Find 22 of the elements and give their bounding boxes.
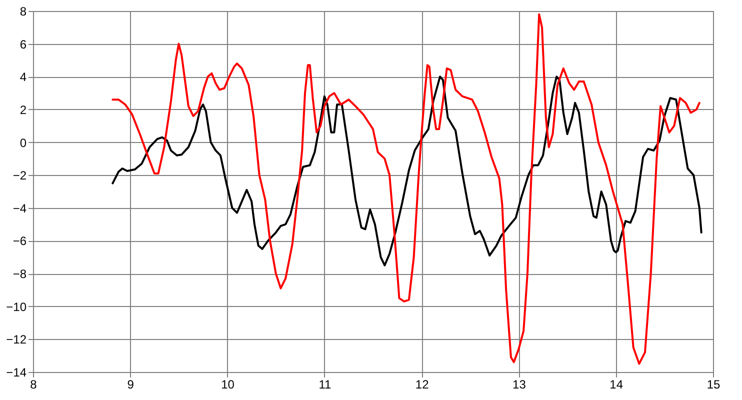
x-tick-label: 15 xyxy=(706,378,720,392)
y-tick-label: 4 xyxy=(20,70,27,84)
y-tick-label: −4 xyxy=(12,201,27,216)
x-tick-label: 10 xyxy=(221,378,235,392)
y-tick-label: −6 xyxy=(12,234,27,248)
y-tick-label: −2 xyxy=(12,168,27,183)
x-tick-label: 13 xyxy=(512,378,526,392)
x-tick-label: 12 xyxy=(415,378,430,392)
y-tick-label: −10 xyxy=(6,300,27,314)
y-tick-label: −12 xyxy=(6,332,27,347)
y-tick-label: −8 xyxy=(12,267,27,282)
y-tick-label: 8 xyxy=(20,4,27,18)
x-tick-label: 11 xyxy=(318,378,332,392)
y-tick-label: −14 xyxy=(6,366,27,380)
x-tick-label: 9 xyxy=(127,378,134,392)
y-tick-label: 6 xyxy=(20,37,27,52)
line-series xyxy=(112,76,702,266)
line-series xyxy=(112,13,700,365)
x-tick-label: 8 xyxy=(30,378,38,392)
y-tick-label: 0 xyxy=(20,136,27,150)
y-tick-label: 2 xyxy=(20,102,27,117)
x-tick-label: 14 xyxy=(610,378,624,392)
